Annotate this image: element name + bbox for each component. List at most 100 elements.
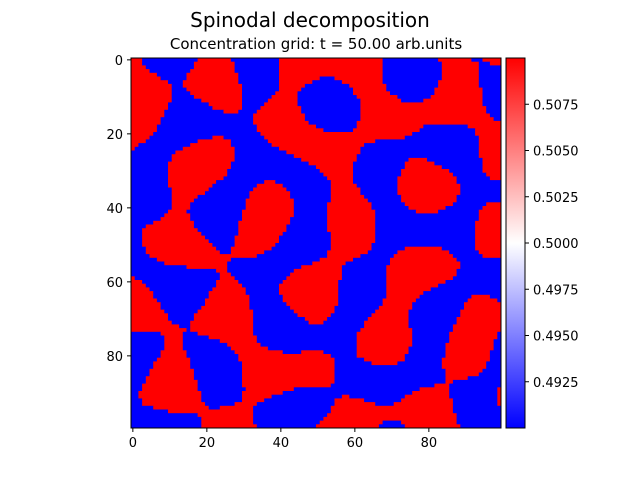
heatmap-cell	[171, 157, 235, 162]
heatmap-cell	[452, 409, 502, 414]
heatmap-cell	[482, 161, 502, 166]
heatmap-cell	[390, 91, 435, 96]
heatmap-cell	[338, 291, 387, 296]
heatmap-cell	[131, 243, 143, 248]
heatmap-cell	[441, 69, 480, 74]
heatmap-cell	[327, 206, 372, 211]
heatmap-cell	[168, 409, 254, 414]
heatmap-cell	[171, 320, 191, 325]
heatmap-cell	[164, 109, 224, 114]
heatmap-cell	[234, 243, 276, 248]
heatmap-cell	[253, 331, 358, 336]
heatmap-cell	[408, 157, 428, 162]
heatmap-cell	[208, 291, 247, 296]
colorbar-tick-label: 0.5000	[533, 237, 579, 252]
heatmap-cell	[404, 424, 461, 429]
heatmap-cell	[164, 339, 184, 344]
heatmap-cell	[160, 120, 254, 125]
heatmap-cell	[186, 350, 235, 355]
heatmap-cell	[131, 76, 161, 81]
x-tick-label: 80	[421, 436, 438, 451]
heatmap-cell	[271, 394, 343, 399]
heatmap-cell	[423, 98, 483, 103]
heatmap-cell	[216, 246, 232, 251]
heatmap-cell	[397, 180, 457, 185]
heatmap-cell	[227, 169, 321, 174]
heatmap-cell	[131, 135, 150, 140]
heatmap-cell	[460, 309, 502, 314]
heatmap-cell	[131, 257, 158, 262]
heatmap-cell	[131, 198, 173, 203]
heatmap-cell	[353, 176, 398, 181]
heatmap-cell	[279, 235, 332, 240]
x-tick-label: 0	[129, 436, 137, 451]
heatmap-cell	[445, 354, 491, 359]
heatmap-cell	[186, 265, 228, 270]
heatmap-cell	[434, 383, 450, 388]
heatmap-cell	[412, 335, 450, 340]
heatmap-cell	[208, 294, 250, 299]
heatmap-cell	[456, 176, 491, 181]
y-tick-label: 80	[106, 350, 123, 365]
heatmap-cell	[330, 246, 372, 251]
heatmap-cell	[234, 69, 280, 74]
heatmap-cell	[456, 198, 502, 203]
heatmap-cell	[375, 220, 476, 225]
heatmap-cell	[404, 202, 454, 207]
heatmap-cell	[404, 135, 480, 140]
heatmap-cell	[330, 194, 365, 199]
heatmap-cell	[131, 246, 147, 251]
heatmap-cell	[131, 228, 143, 233]
heatmap-cell	[364, 194, 402, 199]
heatmap-cell	[364, 398, 402, 403]
heatmap-cell	[182, 339, 221, 344]
heatmap-cell	[460, 183, 502, 188]
heatmap-cell	[456, 180, 502, 185]
heatmap-cell	[301, 109, 361, 114]
heatmap-cell	[393, 254, 454, 259]
heatmap-cell	[478, 209, 502, 214]
heatmap-cell	[131, 128, 158, 133]
heatmap-cell	[493, 117, 502, 122]
heatmap-cell	[190, 357, 239, 362]
heatmap-cell	[408, 324, 454, 329]
heatmap-cell	[193, 65, 235, 70]
colorbar-ticks: 0.4925 0.4950 0.4975 0.5000 0.5025 0.5050 0.50…	[525, 98, 579, 391]
heatmap-cell	[193, 95, 243, 100]
heatmap-cell	[452, 324, 502, 329]
heatmap-cell	[408, 317, 457, 322]
heatmap-cell	[293, 198, 332, 203]
heatmap-cell	[401, 420, 457, 425]
heatmap-cell	[208, 239, 235, 244]
heatmap-cell	[238, 220, 291, 225]
heatmap-cell	[349, 83, 387, 88]
heatmap-cell	[441, 61, 480, 66]
heatmap-cell	[131, 235, 143, 240]
heatmap-cell	[193, 317, 254, 322]
heatmap-cell	[460, 313, 502, 318]
heatmap-cell	[149, 368, 195, 373]
heatmap-cell	[282, 294, 339, 299]
heatmap-cell	[430, 95, 483, 100]
heatmap-cell	[271, 143, 365, 148]
heatmap-cell	[142, 398, 202, 403]
heatmap-cell	[242, 283, 280, 288]
heatmap-cell	[256, 183, 284, 188]
heatmap-cell	[234, 239, 280, 244]
heatmap-cell	[131, 317, 169, 322]
heatmap-cell	[323, 320, 365, 325]
heatmap-cell	[478, 69, 502, 74]
heatmap-cell	[445, 379, 454, 384]
heatmap-cell	[242, 209, 295, 214]
heatmap-cell	[131, 254, 150, 259]
heatmap-cell	[452, 379, 502, 384]
heatmap-cell	[131, 424, 202, 429]
heatmap-cell	[142, 61, 195, 66]
heatmap-cell	[441, 246, 476, 251]
heatmap-cell	[245, 287, 280, 292]
heatmap-cell	[401, 194, 457, 199]
heatmap-cell	[308, 161, 354, 166]
heatmap-cell	[371, 243, 476, 248]
heatmap-cell	[227, 342, 261, 347]
heatmap-cell	[290, 191, 332, 196]
